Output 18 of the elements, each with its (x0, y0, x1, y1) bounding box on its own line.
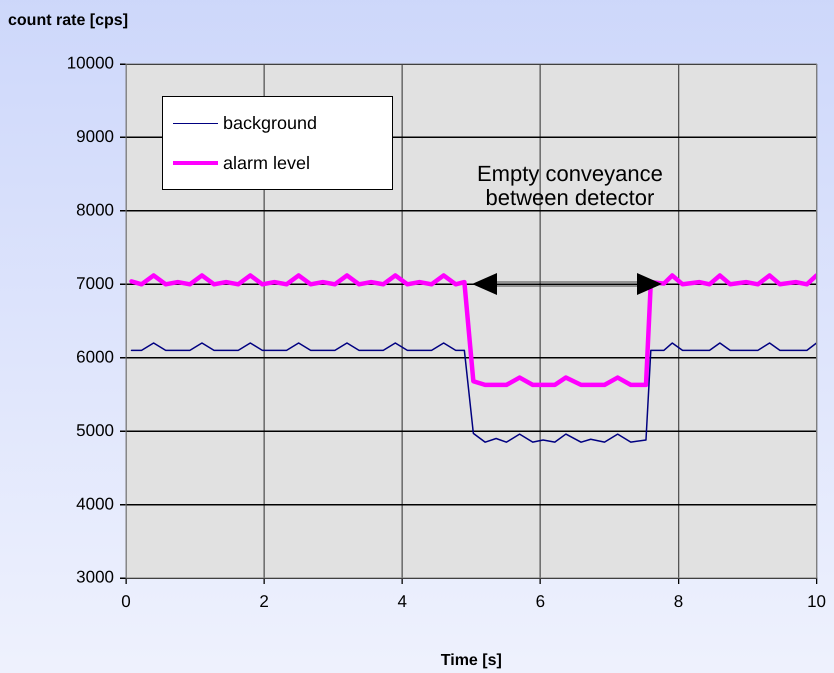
y-tick-label: 5000 (76, 420, 114, 440)
x-tick-label: 6 (536, 592, 546, 611)
x-tick-label: 2 (259, 592, 269, 611)
y-axis-title: count rate [cps] (8, 12, 128, 30)
y-tick-label: 8000 (76, 200, 114, 220)
y-tick-label: 10000 (66, 54, 114, 73)
legend-label: background (223, 112, 318, 134)
x-tick-label: 4 (397, 592, 407, 611)
x-tick-label: 10 (807, 592, 826, 611)
x-tick-label: 8 (674, 592, 684, 611)
y-tick-label: 3000 (76, 568, 114, 587)
x-tick-label: 0 (121, 592, 131, 611)
y-tick-label: 6000 (76, 347, 114, 366)
x-axis-title: Time [s] (440, 652, 502, 670)
y-tick-label: 4000 (76, 494, 114, 514)
y-tick-label: 9000 (76, 127, 114, 146)
y-tick-label: 7000 (76, 274, 114, 293)
legend-label: alarm level (223, 152, 310, 174)
